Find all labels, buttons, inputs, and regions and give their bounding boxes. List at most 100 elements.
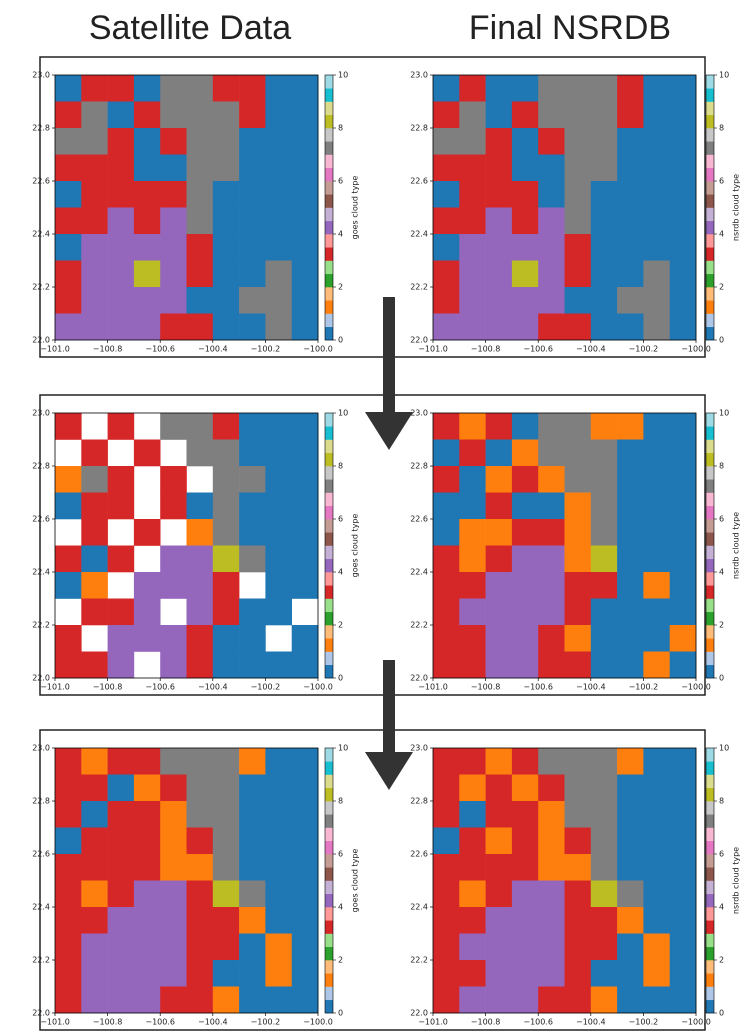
cell: [617, 287, 644, 314]
arrow: [365, 660, 413, 790]
cell: [617, 128, 644, 155]
cell: [670, 287, 697, 314]
cell: [538, 519, 565, 546]
cell: [512, 75, 539, 102]
colorbar-band: [706, 300, 714, 314]
cell: [239, 960, 266, 987]
colorbar-band: [325, 572, 333, 586]
cell: [643, 519, 670, 546]
colorbar-tick-label: 4: [719, 903, 724, 912]
cell: [160, 287, 187, 314]
cell: [81, 519, 108, 546]
cell: [459, 466, 486, 493]
x-tick-label: −100.8: [93, 345, 123, 354]
cell: [512, 881, 539, 908]
x-tick-label: −100.2: [251, 345, 281, 354]
colorbar-tick-label: 6: [719, 850, 724, 859]
cell: [643, 440, 670, 467]
colorbar-band: [325, 638, 333, 652]
cell: [538, 440, 565, 467]
cell: [459, 828, 486, 855]
colorbar-tick-label: 8: [338, 462, 343, 471]
cell: [265, 652, 292, 679]
colorbar-tick-label: 6: [338, 177, 343, 186]
cell: [55, 748, 82, 775]
y-tick-label: 22.8: [410, 124, 428, 133]
cell: [81, 599, 108, 626]
colorbar-tick-label: 2: [338, 956, 343, 965]
cell: [187, 75, 214, 102]
cell: [55, 128, 82, 155]
cell: [565, 775, 592, 802]
cell: [643, 493, 670, 520]
cell: [55, 181, 82, 208]
x-tick-label: −100.0: [303, 683, 333, 692]
cell: [643, 234, 670, 261]
cell: [486, 828, 513, 855]
colorbar-label: goes cloud type: [351, 514, 360, 578]
cell: [239, 748, 266, 775]
colorbar-band: [706, 559, 714, 573]
cell: [160, 801, 187, 828]
cell: [617, 261, 644, 288]
cell: [265, 261, 292, 288]
cell: [538, 801, 565, 828]
cell: [292, 881, 319, 908]
cell: [265, 987, 292, 1014]
cell: [670, 907, 697, 934]
cell: [213, 261, 240, 288]
cell: [265, 413, 292, 440]
cell: [643, 75, 670, 102]
cell: [433, 907, 460, 934]
colorbar-band: [325, 141, 333, 155]
cell: [55, 155, 82, 182]
cell: [292, 128, 319, 155]
cell: [292, 234, 319, 261]
cell: [512, 801, 539, 828]
cell: [565, 828, 592, 855]
cell: [565, 854, 592, 881]
cell: [81, 987, 108, 1014]
cell: [134, 572, 161, 599]
cell: [292, 934, 319, 961]
cell: [617, 466, 644, 493]
cell: [459, 75, 486, 102]
cell: [617, 652, 644, 679]
colorbar-band: [325, 854, 333, 868]
cell: [134, 987, 161, 1014]
cell: [643, 155, 670, 182]
cell: [134, 960, 161, 987]
cell: [292, 572, 319, 599]
cell: [108, 599, 135, 626]
cell: [81, 75, 108, 102]
cell: [292, 466, 319, 493]
cell: [187, 314, 214, 341]
cell: [486, 102, 513, 129]
cell: [292, 625, 319, 652]
cell: [486, 128, 513, 155]
y-tick-label: 22.2: [410, 956, 428, 965]
cell: [187, 102, 214, 129]
colorbar-band: [706, 221, 714, 235]
cell: [643, 828, 670, 855]
cell: [160, 466, 187, 493]
cell: [670, 572, 697, 599]
colorbar-band: [325, 413, 333, 427]
cell: [81, 748, 108, 775]
cell: [512, 748, 539, 775]
cell: [213, 599, 240, 626]
cell: [512, 128, 539, 155]
y-tick-label: 22.8: [32, 462, 50, 471]
cell: [565, 155, 592, 182]
cell: [108, 748, 135, 775]
cell: [187, 493, 214, 520]
cell: [134, 181, 161, 208]
cell: [108, 155, 135, 182]
cell: [187, 208, 214, 235]
cell: [160, 493, 187, 520]
cell: [591, 493, 618, 520]
colorbar-band: [325, 546, 333, 560]
cell: [239, 801, 266, 828]
cell: [239, 934, 266, 961]
cell: [160, 934, 187, 961]
